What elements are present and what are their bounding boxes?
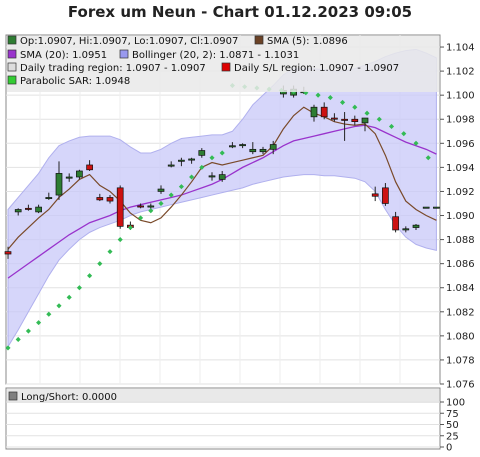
candle-body (178, 159, 185, 162)
legend-swatch (254, 35, 264, 45)
y-tick-label: 1.078 (446, 355, 475, 366)
sar-dot (413, 140, 419, 146)
y-tick-label: 1.076 (446, 380, 475, 391)
candle-body (208, 175, 216, 178)
candle-body (86, 164, 93, 171)
legend-label: Daily trading region: 1.0907 - 1.0907 (20, 63, 206, 74)
y-tick-label: 1.098 (446, 115, 475, 126)
legend-label: SMA (20): 1.0951 (20, 50, 107, 61)
legend-swatch (7, 49, 17, 59)
candle-body (55, 173, 63, 196)
candle-body (198, 150, 206, 156)
candle-body (4, 251, 12, 255)
panel-legend-swatch (8, 391, 18, 401)
legend-swatch (7, 75, 17, 85)
sar-dot (327, 95, 333, 101)
candle-body (259, 148, 267, 153)
y-tick-label: 1.080 (446, 331, 475, 342)
sar-dot (364, 110, 370, 116)
candle-body (65, 176, 73, 179)
y-tick-label: 1.100 (446, 91, 475, 102)
candle-body (422, 206, 430, 209)
candle-body (412, 224, 420, 228)
candle-body (76, 170, 83, 178)
panel-tick-label: 25 (446, 431, 459, 442)
candle-body (116, 187, 124, 227)
sar-dot (97, 261, 103, 267)
sar-dot (76, 285, 82, 291)
candle-body (45, 197, 53, 200)
sar-dot (148, 208, 154, 214)
candle-body (239, 144, 246, 147)
legend-label: Op:1.0907, Hi:1.0907, Lo:1.0907, Cl:1.09… (20, 36, 238, 47)
candle-body (331, 117, 338, 120)
bollinger-band (7, 48, 437, 349)
legend-label: SMA (5): 1.0896 (267, 36, 348, 47)
sar-dot (219, 150, 225, 156)
y-tick-label: 1.094 (446, 163, 475, 174)
candle-body (188, 158, 195, 161)
y-tick-label: 1.102 (446, 67, 475, 78)
candle-body (351, 118, 359, 122)
y-tick-label: 1.090 (446, 211, 475, 222)
candle-body (269, 144, 277, 150)
sar-dot (138, 215, 144, 221)
candle-body (147, 205, 155, 208)
candle-body (167, 164, 175, 167)
panel-legend-box (7, 389, 439, 403)
legend-swatch (119, 49, 129, 59)
y-tick-label: 1.092 (446, 187, 475, 198)
legend-label: Bollinger (20, 2): 1.0871 - 1.1031 (132, 50, 299, 61)
candle-body (14, 209, 22, 213)
candle-body (433, 206, 440, 209)
candle-body (137, 205, 144, 208)
legend-swatch (7, 62, 17, 72)
candle-body (35, 206, 42, 213)
panel-tick-label: 0 (446, 443, 452, 454)
y-tick-label: 1.088 (446, 235, 475, 246)
legend-swatch (221, 62, 231, 72)
sar-dot (168, 192, 174, 198)
y-tick-label: 1.086 (446, 259, 475, 270)
panel-legend-label: Long/Short: 0.0000 (21, 392, 117, 403)
panel-tick-label: 100 (446, 398, 465, 409)
candle-body (382, 187, 389, 204)
chart-title: Forex um Neun - Chart 01.12.2023 09:05 (67, 3, 413, 21)
sar-dot (127, 225, 133, 231)
sar-dot (36, 320, 42, 326)
candle-body (392, 216, 399, 231)
candle-body (320, 106, 328, 118)
candle-body (218, 174, 226, 180)
y-tick-label: 1.084 (446, 283, 475, 294)
panel-tick-label: 50 (446, 420, 459, 431)
candle-body (341, 118, 348, 121)
sar-dot (199, 164, 205, 170)
legend-swatch (7, 35, 17, 45)
candle-body (249, 148, 257, 153)
y-tick-label: 1.096 (446, 139, 475, 150)
sar-dot (189, 174, 195, 180)
sar-dot (425, 155, 431, 161)
candle-body (96, 197, 104, 201)
legend-label: Daily S/L region: 1.0907 - 1.0907 (234, 63, 399, 74)
candle-body (371, 193, 379, 197)
sar-dot (209, 155, 215, 161)
y-tick-label: 1.082 (446, 307, 475, 318)
candle-body (310, 106, 318, 118)
sar-dot (46, 311, 52, 317)
legend-label: Parabolic SAR: 1.0948 (20, 76, 130, 87)
panel-tick-label: 75 (446, 409, 459, 420)
y-tick-label: 1.104 (446, 43, 475, 54)
sar-dot (107, 249, 113, 255)
sar-dot (66, 294, 72, 300)
candle-body (157, 188, 165, 192)
candle-body (25, 207, 32, 210)
sar-dot (158, 200, 164, 207)
candle-body (402, 228, 410, 231)
candle-body (106, 197, 114, 202)
candle-body (361, 117, 369, 124)
candle-body (229, 145, 236, 148)
